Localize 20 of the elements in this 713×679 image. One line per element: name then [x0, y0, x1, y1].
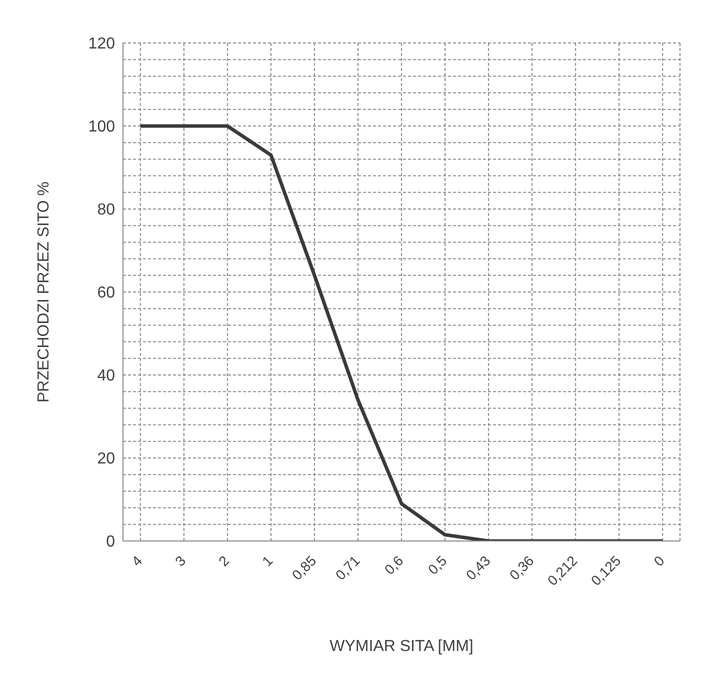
x-tick-label: 3: [172, 552, 189, 570]
y-axis-title: PRZECHODZI PRZEZ SITO %: [36, 181, 53, 403]
line-series: [138, 124, 664, 541]
x-tick-label: 0,5: [424, 552, 450, 578]
x-axis-title: WYMIAR SITA [MM]: [330, 638, 474, 655]
x-tick-label: 4: [128, 552, 146, 570]
x-tick-label: 0,71: [332, 552, 363, 584]
x-tick-label: 0,36: [506, 552, 537, 584]
y-tick-label: 40: [97, 368, 116, 385]
x-tick-label: 0,6: [381, 552, 406, 578]
y-tick-label: 60: [97, 284, 116, 302]
x-tick-label: 0: [650, 552, 668, 570]
y-tick-label: 20: [97, 450, 116, 468]
y-tick-label: 120: [88, 36, 116, 53]
y-tick-label: 0: [106, 534, 116, 551]
y-tick-label: 100: [88, 118, 116, 136]
y-tick-label: 80: [97, 202, 116, 219]
x-tick-label: 1: [258, 552, 276, 570]
x-tick-label: 2: [215, 552, 232, 570]
x-tick-label: 0,43: [462, 552, 494, 584]
